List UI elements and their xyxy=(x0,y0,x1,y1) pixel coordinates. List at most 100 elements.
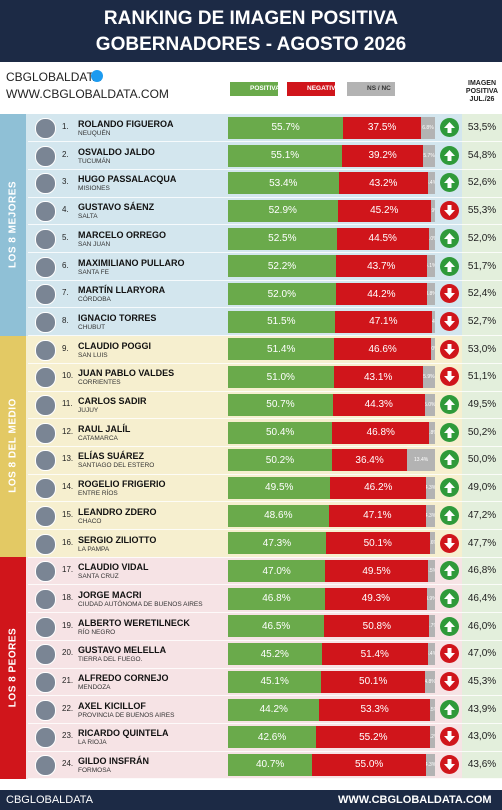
value-label: 46.6% xyxy=(368,343,397,355)
value-label: 51.4% xyxy=(267,343,296,355)
value-label: 44.3% xyxy=(364,399,393,411)
value-label: 52.5% xyxy=(268,233,297,245)
photo xyxy=(35,256,56,278)
bar-segment: 43.1% xyxy=(333,366,423,389)
photo xyxy=(35,505,56,527)
separator xyxy=(28,501,502,503)
value-label: 51.4% xyxy=(360,648,389,660)
arrow-icon xyxy=(444,676,455,687)
bar-segment: 49.3% xyxy=(324,587,427,610)
photo xyxy=(35,755,56,777)
bar-segment: 50.1% xyxy=(321,670,426,693)
bar-segment: 45.1% xyxy=(228,670,322,693)
previous-value: 46,0% xyxy=(467,620,497,632)
footer-band xyxy=(0,790,502,810)
bar-segment: 52.2% xyxy=(228,255,337,278)
name: JUAN PABLO VALDES xyxy=(78,368,175,379)
arrow-icon xyxy=(444,288,455,300)
value-label: 49.5% xyxy=(362,565,391,577)
bar-segment: 55.0% xyxy=(312,753,427,776)
value-label: 46.2% xyxy=(364,482,393,494)
arrow-icon xyxy=(444,537,455,549)
separator xyxy=(28,473,502,475)
bar-segment: 46.8% xyxy=(332,421,430,444)
trend-arrow xyxy=(440,727,459,747)
arrow-icon xyxy=(444,592,455,604)
value-label: 5.7% xyxy=(423,152,435,159)
bar-segment: 46.6% xyxy=(334,338,431,361)
brand: CBGLOBALDATA xyxy=(6,70,101,84)
value-label: 45.2% xyxy=(260,648,289,660)
previous-header: IMAGEN POSITIVA JUL./26 xyxy=(465,80,499,103)
value-label: 5.9% xyxy=(423,374,435,381)
header-band xyxy=(0,0,502,62)
trend-arrow xyxy=(440,505,459,525)
rank: 3. xyxy=(62,177,69,187)
photo xyxy=(35,672,56,693)
value-label: 49.3% xyxy=(361,593,391,605)
title: RANKING DE IMAGEN POSITIVA xyxy=(103,8,399,29)
group-strip xyxy=(0,114,26,336)
bar-segment: 36.4% xyxy=(331,449,408,472)
name: CARLOS SADIR xyxy=(78,396,147,406)
bar-segment: 37.5% xyxy=(343,116,421,139)
province: MENDOZA xyxy=(78,684,111,691)
photo xyxy=(35,173,56,195)
rank: 2. xyxy=(62,149,69,159)
bar-segment: 6.8% xyxy=(420,116,435,139)
trend-arrow xyxy=(440,644,459,664)
value-label: 50.7% xyxy=(266,399,295,411)
province: MISIONES xyxy=(78,185,110,193)
value-label: 47.3% xyxy=(262,537,292,549)
previous-value: 53,5% xyxy=(467,122,497,133)
bar-segment: 50.2% xyxy=(228,449,332,472)
bar-segment: 2.6% xyxy=(429,532,435,555)
province: TUCUMÁN xyxy=(78,157,111,165)
arrow-icon xyxy=(444,565,455,577)
value-label: 45.2% xyxy=(370,205,399,217)
name: AXEL KICILLOF xyxy=(78,700,146,711)
group-label: LOS 8 PEORES xyxy=(7,627,19,708)
previous-value: 50,2% xyxy=(467,426,497,438)
photo xyxy=(35,339,56,361)
name: RICARDO QUINTELA xyxy=(78,728,169,739)
value-label: 52.0% xyxy=(267,288,296,300)
value-label: 55.7% xyxy=(271,122,300,134)
bar-segment: 13.4% xyxy=(407,449,435,472)
value-label: 43.7% xyxy=(367,260,396,272)
trend-arrow xyxy=(440,367,459,387)
previous-value: 43,0% xyxy=(467,731,497,743)
value-label: 3.5% xyxy=(428,568,435,575)
photo xyxy=(35,367,56,389)
trend-arrow xyxy=(440,588,459,608)
previous-value: 46,4% xyxy=(467,592,497,604)
separator xyxy=(28,556,502,558)
value-label: 53.3% xyxy=(360,704,389,716)
name: MARTÍN LLARYORA xyxy=(78,285,166,296)
trend-arrow xyxy=(440,173,459,193)
rank: 12. xyxy=(62,426,74,436)
bar-segment: 48.6% xyxy=(228,504,329,527)
bar-segment: 42.6% xyxy=(228,726,317,749)
value-label: 6.8% xyxy=(422,124,434,131)
name: ALFREDO CORNEJO xyxy=(78,673,169,683)
bar-segment: 49.5% xyxy=(228,476,331,499)
bar-segment: 4.3% xyxy=(426,753,435,776)
photo xyxy=(35,284,56,306)
trend-arrow xyxy=(440,395,459,414)
rank: 22. xyxy=(62,703,74,713)
photo xyxy=(35,395,56,416)
title: GOBERNADORES - AGOSTO 2026 xyxy=(95,34,407,55)
bar-segment: 52.0% xyxy=(228,283,336,306)
separator xyxy=(28,141,502,143)
name: CLAUDIO VIDAL xyxy=(78,562,149,573)
name: IGNACIO TORRES xyxy=(78,312,157,323)
bar-segment: 4.3% xyxy=(426,476,435,499)
photo xyxy=(35,311,56,333)
previous-value: 43,9% xyxy=(467,703,497,715)
value-label: 44.5% xyxy=(368,233,397,245)
province: TIERRA DEL FUEGO. xyxy=(78,656,143,664)
bar-segment: 5.0% xyxy=(424,393,435,416)
legend-swatch xyxy=(230,82,278,96)
